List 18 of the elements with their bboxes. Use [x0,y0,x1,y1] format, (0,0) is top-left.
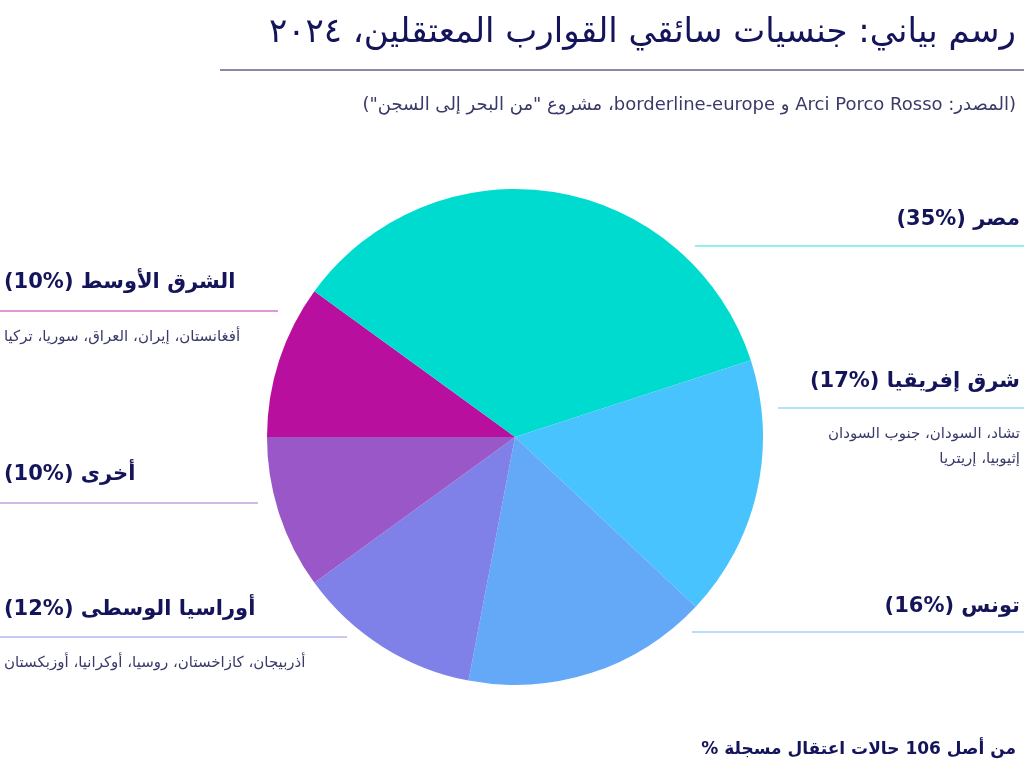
pie-slice [468,437,696,685]
pie-slice [267,291,515,437]
text: أفغانستان، إيران، العراق، سوريا، تركيا [4,326,241,345]
text: تشاد، السودان، جنوب السودان إثيوبيا، إريتريا [828,424,1020,467]
chart-subtitle: (المصدر: Arci Porco Rosso و borderline-europe، مشروع "من البحر إلى السجن") [362,93,1016,115]
chart-title: رسم بياني: جنسيات سائقي القوارب المعتقلين، ٢٠٢٤ [269,10,1016,51]
slice-label: أخرى (%10) [4,458,136,485]
slice-label: مصر (%35) [896,206,1020,230]
pie-slice [314,189,751,437]
pie-slice [314,437,515,681]
text: أذربيجان، كازاخستان، روسيا، أوكرانيا، أوزبكستان [4,652,306,671]
slice-label: أوراسيا الوسطى (%12) [4,593,256,620]
slice-label: تونس (%16) [884,593,1020,617]
slice-label: شرق إفريقيا (%17) [809,368,1020,392]
text: من أصل 106 حالات اعتقال مسجلة % [701,737,1016,759]
pie-slice [515,360,763,607]
pie-slice [267,437,515,583]
slice-label: الشرق الأوسط (%10) [4,267,236,293]
